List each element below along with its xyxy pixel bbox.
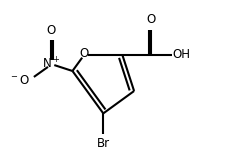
Text: O: O [145,13,155,26]
Text: N$^+$: N$^+$ [41,56,60,72]
Text: Br: Br [96,137,109,150]
Text: O: O [46,24,55,37]
Text: $^-$O: $^-$O [9,75,31,87]
Text: OH: OH [172,48,189,61]
Text: O: O [79,47,88,60]
